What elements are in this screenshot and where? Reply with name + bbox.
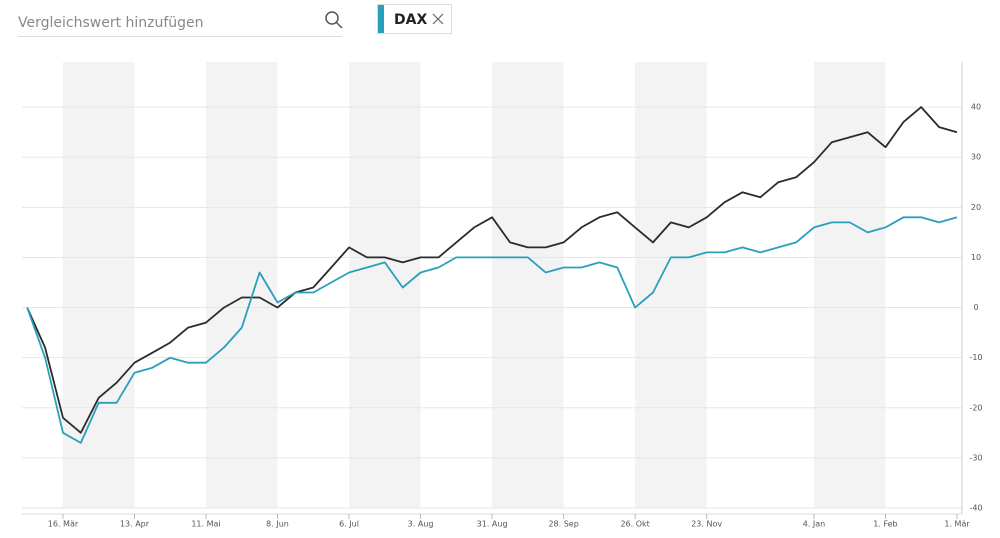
x-tick-label: 16. Mär [48,520,79,529]
x-tick-label: 8. Jun [266,520,289,529]
x-tick-label: 3. Aug [408,520,434,529]
legend-color [378,5,384,33]
month-band [62,62,135,508]
search-box[interactable]: Vergleichswert hinzufügen [18,4,344,37]
month-band [492,62,564,508]
y-tick-label: 30 [971,153,981,162]
search-icon[interactable] [324,10,344,30]
x-tick-label: 13. Apr [120,520,150,529]
month-band [349,62,421,508]
series-line [26,216,958,444]
x-tick-label: 28. Sep [548,520,578,529]
x-tick-label: 23. Nov [691,520,722,529]
series-line [26,106,958,434]
y-tick-label: -40 [969,504,982,513]
y-tick-label: -30 [969,453,982,462]
legend-chip[interactable]: DAX [377,4,452,34]
y-tick-label: 10 [971,253,981,262]
x-tick-label: 1. Mär [944,520,970,529]
x-tick-label: 11. Mai [191,520,220,529]
remove-icon[interactable] [432,13,444,25]
x-tick-label: 26. Okt [620,520,649,529]
x-tick-label: 1. Feb [873,520,897,529]
y-tick-label: 20 [971,203,981,212]
x-tick-label: 31. Aug [477,520,508,529]
y-tick-label: 40 [971,103,981,112]
month-band [635,62,707,508]
month-band [813,62,886,508]
search-placeholder: Vergleichswert hinzufügen [18,15,204,31]
legend-label: DAX [394,12,428,28]
x-tick-label: 4. Jan [803,520,826,529]
x-tick-label: 6. Jul [339,520,359,529]
y-tick-label: -20 [969,403,982,412]
y-tick-label: 0 [973,303,978,312]
month-band [206,62,278,508]
y-tick-label: -10 [969,353,982,362]
